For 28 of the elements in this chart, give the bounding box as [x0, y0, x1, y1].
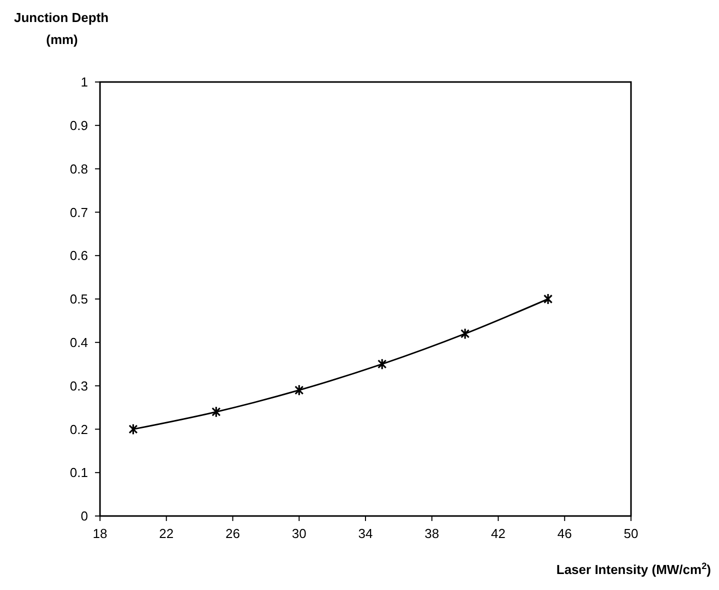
point — [294, 384, 304, 396]
y-tick-label: 0.9 — [70, 118, 88, 133]
y-axis-title: Junction Depth (mm) — [14, 10, 109, 47]
x-tick-label: 22 — [159, 526, 174, 541]
x-tick-label: 42 — [491, 526, 506, 541]
x-tick-label: 34 — [358, 526, 373, 541]
y-tick-label: 0.4 — [70, 334, 88, 350]
point — [543, 293, 553, 305]
y-tick-label: 0.6 — [70, 248, 88, 264]
y-tick-label: 0 — [80, 508, 88, 524]
x-tick-label: 26 — [226, 526, 240, 541]
y-tick-label: 1 — [80, 74, 88, 90]
x-tick-label: 38 — [424, 526, 440, 541]
y-tick-label: 0.2 — [70, 422, 88, 437]
y-tick-label: 0.1 — [70, 465, 88, 480]
point — [378, 358, 387, 370]
x-tick-label: 50 — [624, 526, 638, 541]
x-axis-title: Laser Intensity (MW/cm$^{2}$) — [556, 561, 711, 577]
y-tick-label: 0.8 — [70, 161, 88, 176]
y-tick-label: 0.3 — [70, 378, 88, 394]
x-tick-label: 46 — [557, 526, 572, 541]
point — [212, 406, 221, 418]
x-tick-label: 30 — [292, 526, 306, 541]
y-tick-label: 0.7 — [70, 204, 88, 220]
x-tick-label: 18 — [92, 526, 108, 541]
point — [128, 423, 138, 435]
y-tick-label: 0.5 — [70, 292, 88, 307]
point — [460, 328, 470, 340]
